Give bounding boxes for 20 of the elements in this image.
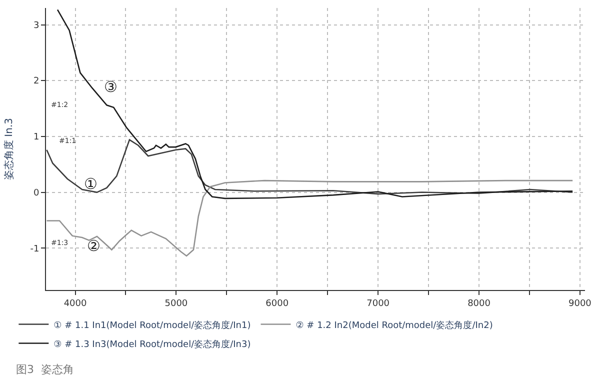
x-tick-label: 8000 [468, 298, 491, 309]
x-tick-label: 5000 [164, 298, 188, 309]
y-tick-label: 1 [33, 132, 40, 143]
y-tick-label: -1 [30, 244, 40, 254]
x-tick-label: 6000 [266, 298, 289, 309]
annotation: ① [84, 175, 98, 193]
y-tick-label: 0 [33, 188, 40, 198]
legend-label: ① # 1.1 In1(Model Root/model/姿态角度/In1) [54, 320, 251, 331]
y-axis-title: 姿态角度 In.3 [3, 118, 16, 180]
x-tick-label: 9000 [568, 298, 592, 309]
x-tick-label: 7000 [366, 298, 390, 309]
line-series [46, 180, 574, 257]
legend-label: ② # 1.2 In2(Model Root/model/姿态角度/In2) [296, 320, 493, 331]
x-tick-label: 4000 [64, 298, 87, 309]
annotation: ② [87, 237, 100, 255]
caption: 图3 姿态角 [16, 363, 74, 376]
y-tick-label: 2 [33, 76, 40, 87]
legend-label: ③ # 1.3 In3(Model Root/model/姿态角度/In3) [54, 338, 251, 350]
annotation: ③ [104, 78, 118, 96]
y-tick-label: 3 [33, 20, 40, 31]
